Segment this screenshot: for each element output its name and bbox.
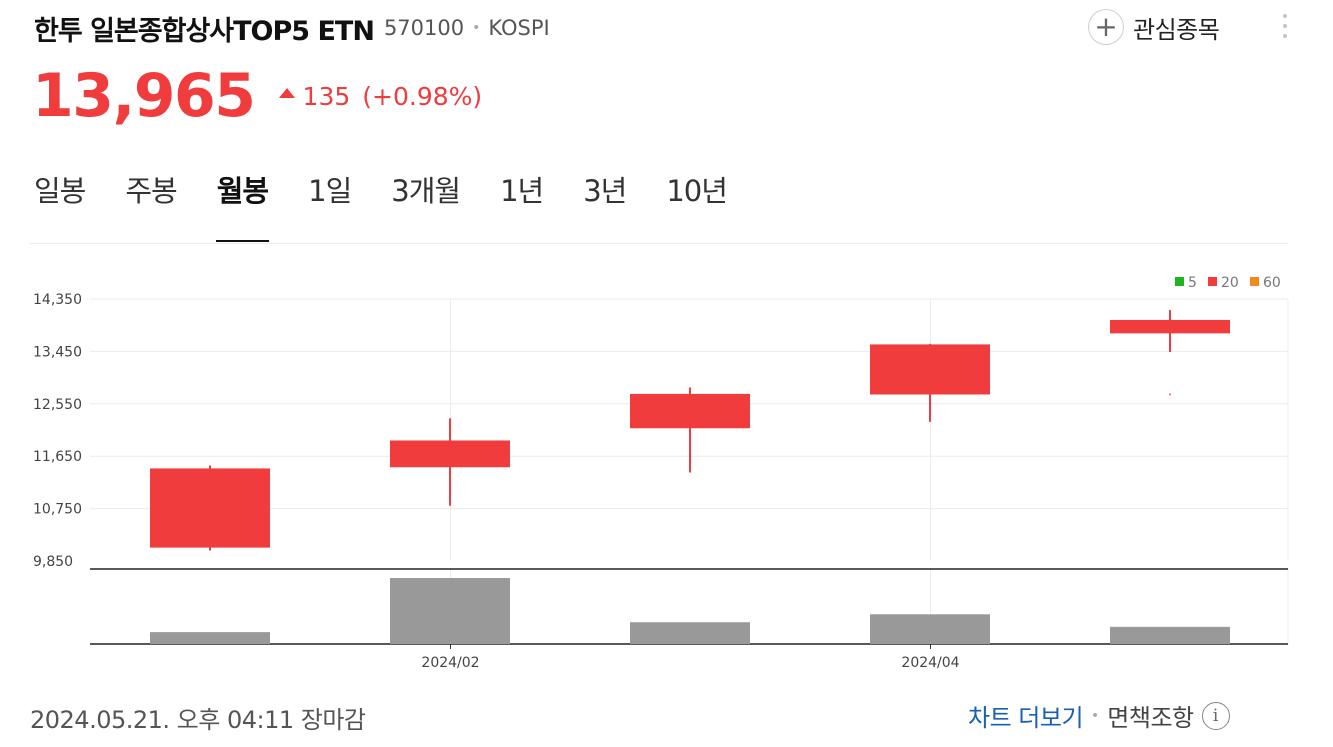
candle-body	[630, 393, 750, 429]
tab-5[interactable]: 1년	[500, 174, 544, 208]
y-tick-label: 13,450	[33, 344, 82, 360]
add-watchlist-button[interactable]: + 관심종목	[1088, 8, 1220, 46]
info-icon[interactable]: i	[1201, 701, 1230, 730]
plus-icon: +	[1088, 9, 1124, 45]
market-name: KOSPI	[488, 16, 550, 40]
legend-label: 60	[1263, 275, 1281, 291]
volume-bar	[390, 578, 510, 644]
timestamp: 2024.05.21. 오후 04:11 장마감	[30, 706, 366, 734]
y-tick-label: 12,550	[33, 397, 82, 413]
tab-2[interactable]: 월봉	[215, 168, 270, 242]
legend-label: 20	[1221, 275, 1239, 291]
period-tabs: 일봉 주봉 월봉 1일 3개월 1년 3년 10년	[34, 168, 767, 242]
triangle-up-icon	[278, 88, 295, 98]
price-change: 135 (+0.98%)	[278, 81, 483, 111]
candle-body	[150, 468, 270, 548]
disclaimer-link[interactable]: 면책조항	[1107, 704, 1194, 732]
tab-7[interactable]: 10년	[666, 174, 728, 208]
change-amount: 135	[302, 81, 351, 111]
tab-1[interactable]: 주봉	[125, 174, 177, 208]
candle-body	[390, 440, 510, 468]
candlestick-chart: 14,350 13,450 12,550 11,650 10,750 9,850 2024/…	[33, 275, 1289, 671]
stray-mark	[1169, 393, 1171, 396]
quote: 13,965 135 (+0.98%)	[32, 58, 482, 134]
watchlist-label: 관심종목	[1133, 15, 1220, 44]
y-tick-label: 14,350	[33, 292, 82, 308]
y-tick-label: 11,650	[33, 449, 82, 465]
tab-3[interactable]: 1일	[308, 174, 352, 208]
candle-body	[870, 344, 990, 395]
y-tick-label: 10,750	[33, 502, 82, 518]
volume-bar	[630, 622, 750, 644]
footer-separator: •	[1091, 707, 1100, 724]
volume-bar	[150, 632, 270, 644]
volume-bar	[1110, 626, 1230, 644]
candle-body	[1110, 319, 1230, 334]
tab-0[interactable]: 일봉	[34, 174, 86, 208]
tabs-divider	[30, 243, 1288, 244]
tab-6[interactable]: 3년	[583, 174, 627, 208]
legend-swatch	[1175, 277, 1184, 286]
stock-header: 한투 일본종합상사TOP5 ETN 570100 • KOSPI	[34, 8, 550, 48]
volume-bar	[870, 614, 990, 644]
x-tick-label: 2024/02	[421, 655, 479, 671]
change-percent: (+0.98%)	[362, 81, 483, 111]
more-vertical-icon[interactable]	[1280, 14, 1290, 38]
legend-swatch	[1208, 277, 1217, 286]
stock-code: 570100	[383, 16, 465, 40]
current-price: 13,965	[32, 61, 256, 131]
tab-4[interactable]: 3개월	[391, 174, 461, 208]
legend-swatch	[1250, 277, 1259, 286]
footer-links: 차트 더보기 • 면책조항 i	[968, 698, 1230, 733]
separator-dot: •	[472, 20, 481, 36]
stock-name: 한투 일본종합상사TOP5 ETN	[34, 15, 375, 47]
y-tick-label: 9,850	[33, 554, 73, 570]
chart-more-link[interactable]: 차트 더보기	[968, 704, 1084, 732]
legend-label: 5	[1188, 275, 1197, 291]
x-tick-label: 2024/04	[901, 655, 959, 671]
